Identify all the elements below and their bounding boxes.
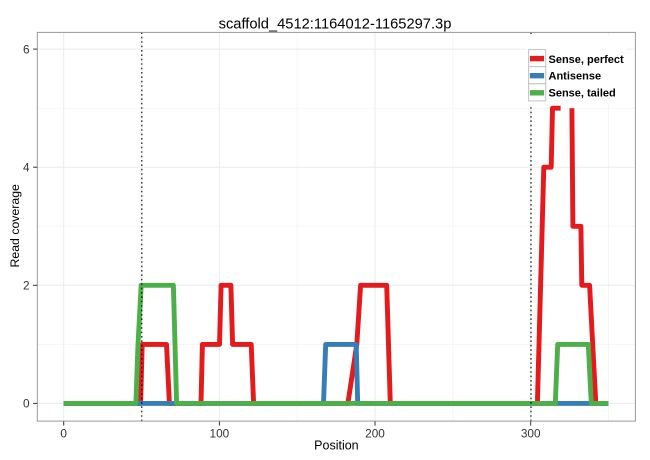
svg-text:0: 0 bbox=[23, 397, 30, 411]
svg-text:4: 4 bbox=[23, 161, 30, 175]
svg-text:scaffold_4512:1164012-1165297.: scaffold_4512:1164012-1165297.3p bbox=[219, 17, 452, 33]
svg-text:Sense, tailed: Sense, tailed bbox=[549, 87, 616, 99]
svg-text:0: 0 bbox=[60, 427, 67, 441]
svg-text:Position: Position bbox=[314, 439, 359, 453]
svg-text:Antisense: Antisense bbox=[549, 71, 602, 83]
svg-text:6: 6 bbox=[23, 42, 30, 56]
svg-text:100: 100 bbox=[210, 427, 230, 441]
svg-text:Sense, perfect: Sense, perfect bbox=[549, 54, 625, 66]
svg-text:200: 200 bbox=[365, 427, 385, 441]
svg-text:Read coverage: Read coverage bbox=[8, 184, 22, 268]
svg-text:2: 2 bbox=[23, 279, 30, 293]
svg-text:300: 300 bbox=[521, 427, 541, 441]
